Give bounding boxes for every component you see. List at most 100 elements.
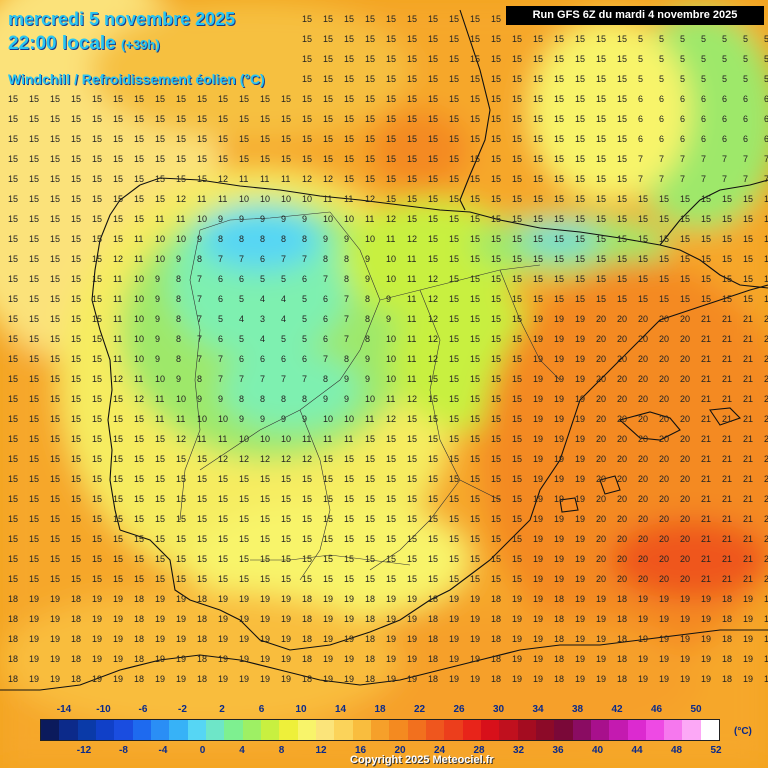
grid-value: 15: [302, 534, 312, 544]
grid-value: 15: [344, 94, 354, 104]
grid-value: 19: [659, 634, 669, 644]
grid-value: 15: [386, 554, 396, 564]
grid-value: 15: [71, 134, 81, 144]
grid-value: 15: [176, 114, 186, 124]
grid-value: 15: [512, 434, 522, 444]
grid-value: 15: [449, 194, 459, 204]
grid-value: 15: [92, 314, 102, 324]
grid-value: 12: [428, 354, 438, 364]
grid-value: 15: [596, 54, 606, 64]
grid-value: 15: [344, 74, 354, 84]
grid-value: 15: [491, 54, 501, 64]
grid-value: 19: [239, 634, 249, 644]
color-scale: [40, 719, 720, 741]
grid-value: 21: [722, 534, 732, 544]
grid-value: 18: [554, 654, 564, 664]
grid-value: 15: [281, 94, 291, 104]
grid-value: 15: [29, 154, 39, 164]
grid-value: 15: [449, 114, 459, 124]
grid-value: 15: [491, 234, 501, 244]
grid-value: 19: [701, 634, 711, 644]
color-step: [535, 720, 555, 740]
grid-value: 18: [617, 674, 627, 684]
grid-value: 15: [71, 534, 81, 544]
grid-value: 8: [176, 334, 181, 344]
grid-value: 19: [29, 614, 39, 624]
grid-value: 15: [533, 154, 543, 164]
grid-value: 15: [470, 434, 480, 444]
grid-value: 15: [197, 574, 207, 584]
grid-value: 12: [176, 434, 186, 444]
grid-value: 10: [134, 354, 144, 364]
grid-value: 10: [134, 314, 144, 324]
grid-value: 11: [176, 214, 185, 224]
grid-value: 11: [407, 334, 416, 344]
grid-value: 15: [512, 474, 522, 484]
grid-value: 8: [176, 274, 181, 284]
grid-value: 18: [8, 614, 18, 624]
grid-value: 19: [176, 654, 186, 664]
grid-value: 18: [134, 654, 144, 664]
grid-value: 19: [575, 434, 585, 444]
grid-value: 15: [407, 454, 417, 464]
grid-value: 15: [29, 434, 39, 444]
grid-value: 19: [575, 614, 585, 624]
grid-value: 15: [722, 194, 732, 204]
grid-value: 19: [155, 634, 165, 644]
grid-value: 19: [386, 594, 396, 604]
grid-value: 19: [575, 494, 585, 504]
grid-value: 19: [344, 654, 354, 664]
grid-value: 19: [533, 574, 543, 584]
grid-value: 10: [365, 394, 375, 404]
grid-value: 15: [155, 554, 165, 564]
grid-value: 15: [71, 214, 81, 224]
grid-value: 18: [302, 614, 312, 624]
grid-value: 5: [701, 34, 706, 44]
grid-value: 15: [365, 54, 375, 64]
grid-value: 20: [659, 314, 669, 324]
grid-value: 21: [701, 414, 711, 424]
grid-value: 15: [680, 294, 690, 304]
grid-value: 15: [596, 34, 606, 44]
grid-value: 15: [407, 94, 417, 104]
grid-value: 19: [554, 554, 564, 564]
grid-value: 15: [491, 114, 501, 124]
grid-value: 15: [764, 294, 768, 304]
grid-value: 19: [323, 614, 333, 624]
grid-value: 19: [155, 654, 165, 664]
legend-top-label: 34: [532, 704, 544, 715]
grid-value: 18: [722, 594, 732, 604]
grid-value: 19: [239, 674, 249, 684]
grid-value: 15: [365, 454, 375, 464]
grid-value: 5: [302, 334, 307, 344]
grid-value: 15: [554, 114, 564, 124]
grid-value: 15: [29, 194, 39, 204]
grid-value: 15: [323, 494, 333, 504]
grid-value: 15: [743, 194, 753, 204]
grid-value: 19: [512, 614, 522, 624]
grid-value: 15: [92, 254, 102, 264]
grid-value: 21: [722, 414, 732, 424]
grid-value: 15: [428, 234, 438, 244]
grid-value: 15: [323, 574, 333, 584]
grid-value: 15: [491, 74, 501, 84]
grid-value: 11: [407, 274, 416, 284]
parameter-label: Windchill / Refroidissement éolien (°C): [8, 71, 265, 87]
grid-value: 21: [722, 474, 732, 484]
grid-value: 20: [638, 374, 648, 384]
grid-value: 15: [449, 494, 459, 504]
grid-value: 19: [533, 474, 543, 484]
grid-value: 19: [575, 314, 585, 324]
grid-value: 15: [71, 234, 81, 244]
grid-value: 15: [470, 494, 480, 504]
grid-value: 15: [302, 34, 312, 44]
grid-value: 15: [50, 534, 60, 544]
grid-value: 15: [554, 194, 564, 204]
grid-value: 9: [344, 374, 349, 384]
grid-value: 15: [344, 474, 354, 484]
grid-value: 19: [155, 614, 165, 624]
grid-value: 19: [29, 594, 39, 604]
grid-value: 15: [197, 494, 207, 504]
grid-value: 6: [638, 114, 643, 124]
grid-value: 19: [533, 514, 543, 524]
